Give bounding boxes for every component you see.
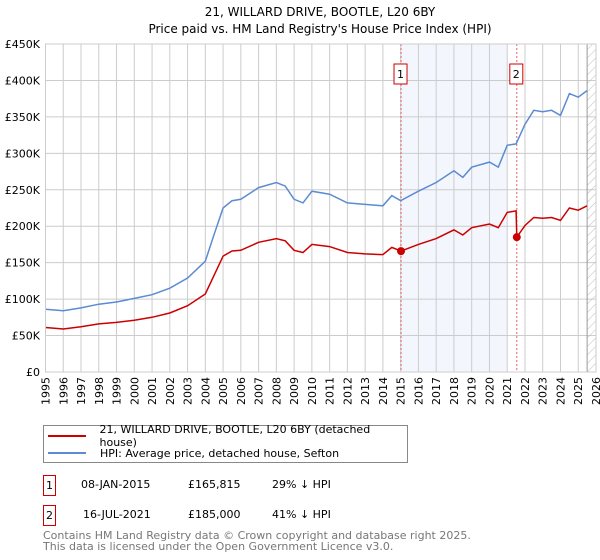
sale-badge [393,63,408,85]
x-tick-label: 2014 [377,377,390,405]
x-tick-label: 2021 [501,377,514,405]
legend-label: 21, WILLARD DRIVE, BOOTLE, L20 6BY (deta… [99,423,371,449]
x-tick-label: 2003 [182,377,195,405]
legend-item-property: 21, WILLARD DRIVE, BOOTLE, L20 6BY (deta… [44,423,407,449]
x-tick-label: 2020 [483,377,496,405]
legend: 21, WILLARD DRIVE, BOOTLE, L20 6BY (deta… [43,423,408,463]
transaction-row: 1 08-JAN-2015 £165,815 29% ↓ HPI [43,475,543,496]
chart-title: 21, WILLARD DRIVE, BOOTLE, L20 6BY [205,5,436,19]
x-tick-label: 2015 [395,377,408,405]
x-tick-label: 2000 [128,377,141,405]
hpi-line [45,89,588,312]
sale-point [512,233,521,242]
x-tick-label: 1999 [111,377,124,405]
x-tick-label: 2011 [324,377,337,405]
transaction-date: 16-JUL-2021 [83,508,151,521]
x-tick-label: 2016 [412,377,425,405]
transaction-price: £165,815 [188,478,241,491]
y-tick-label: £450K [5,38,41,51]
x-tick-label: 2006 [235,377,248,405]
sale-badge-label: 1 [397,68,404,81]
x-tick-label: 2002 [164,377,177,405]
transaction-hpi: 41% ↓ HPI [272,508,331,521]
y-tick-label: £200K [5,220,41,233]
x-tick-label: 2012 [341,377,354,405]
x-tick-label: 2013 [359,377,372,405]
y-tick-label: £300K [5,147,41,160]
y-tick-label: £400K [5,74,41,87]
y-tick-label: £50K [12,330,41,343]
chart-subtitle: Price paid vs. HM Land Registry's House … [148,22,491,36]
plot-border [45,43,597,373]
sale-point [397,247,406,256]
price-chart: 21, WILLARD DRIVE, BOOTLE, L20 6BY Price… [5,5,600,405]
y-tick-label: £0 [26,366,40,379]
x-tick-label: 1996 [57,377,70,405]
sale-badge-label: 2 [513,68,520,81]
x-tick-label: 2019 [466,377,479,405]
x-tick-label: 2001 [146,377,159,405]
transaction-hpi: 29% ↓ HPI [272,478,331,491]
x-tick-label: 1995 [40,377,53,405]
y-tick-label: £150K [5,257,41,270]
x-tick-label: 2008 [270,377,283,405]
x-tick-label: 2023 [537,377,550,405]
marker-badge: 1 [43,475,56,496]
x-tick-label: 2009 [288,377,301,405]
y-tick-label: £350K [5,111,41,124]
forecast-hatch [587,44,596,372]
transaction-price: £185,000 [188,508,241,521]
footer-copyright: Contains HM Land Registry data © Crown c… [43,529,471,542]
x-tick-label: 2017 [430,377,443,405]
legend-swatch-blue [48,452,86,454]
x-tick-label: 1998 [93,377,106,405]
marker-badge: 2 [43,505,56,526]
legend-item-hpi: HPI: Average price, detached house, Seft… [44,445,339,461]
x-tick-label: 2026 [590,377,600,405]
transaction-date: 08-JAN-2015 [81,478,151,491]
x-tick-label: 2007 [253,377,266,405]
footer-licence: This data is licensed under the Open Gov… [43,540,394,553]
y-tick-label: £100K [5,293,41,306]
x-tick-label: 2024 [554,377,567,405]
sale-badge [509,63,524,85]
x-tick-label: 2005 [217,377,230,405]
legend-swatch-red [48,435,86,437]
y-tick-label: £250K [5,184,41,197]
property-price-line [45,205,588,330]
x-tick-label: 2022 [519,377,532,405]
x-tick-label: 1997 [75,377,88,405]
x-tick-label: 2025 [572,377,585,405]
x-tick-label: 2018 [448,377,461,405]
x-tick-label: 2010 [306,377,319,405]
transaction-row: 2 16-JUL-2021 £185,000 41% ↓ HPI [43,505,543,526]
x-tick-label: 2004 [199,377,212,405]
legend-label: HPI: Average price, detached house, Seft… [100,446,340,460]
footer: Contains HM Land Registry data © Crown c… [43,530,471,552]
